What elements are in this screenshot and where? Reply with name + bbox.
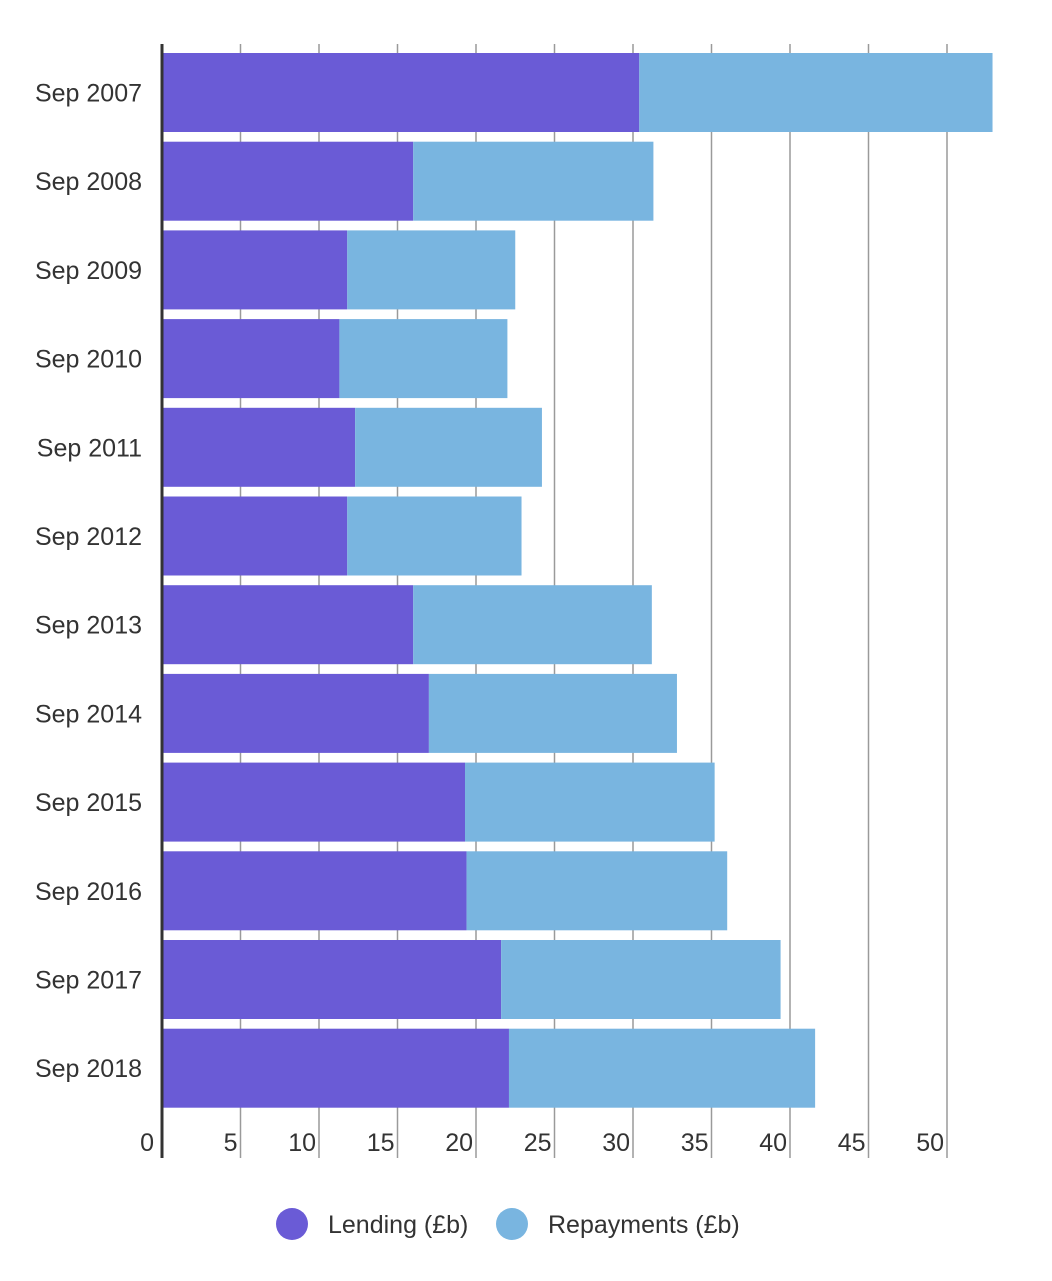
bar-repayments-sep-2014 — [428, 673, 677, 753]
category-labels: Sep 2007 Sep 2008 Sep 2009 Sep 2010 Sep 2011… — [35, 80, 142, 1084]
bar-repayments-sep-2007 — [639, 53, 993, 132]
category-label: Sep 2016 — [35, 878, 142, 906]
bar-lending-sep-2014 — [162, 673, 429, 753]
category-label: Sep 2008 — [35, 168, 142, 196]
bar-repayments-sep-2018 — [508, 1028, 816, 1108]
legend-label-repayments: Repayments (£b) — [548, 1211, 740, 1239]
bar-repayments-sep-2016 — [466, 851, 728, 931]
legend: Lending (£b) Repayments (£b) — [276, 1208, 740, 1240]
bar-lending-sep-2010 — [162, 319, 340, 399]
x-tick-label: 20 — [445, 1129, 473, 1157]
bar-lending-sep-2012 — [162, 496, 348, 576]
x-tick-label: 10 — [288, 1129, 316, 1157]
category-label: Sep 2007 — [35, 80, 142, 108]
bar-lending-sep-2013 — [162, 585, 414, 665]
bar-repayments-sep-2017 — [501, 940, 781, 1019]
bar-lending-sep-2007 — [162, 53, 640, 132]
x-tick-label: 30 — [602, 1129, 630, 1157]
legend-label-lending: Lending (£b) — [328, 1211, 468, 1239]
x-tick-label: 40 — [759, 1129, 787, 1157]
bar-repayments-sep-2009 — [347, 230, 516, 310]
bars — [162, 53, 993, 1108]
bar-repayments-sep-2010 — [339, 319, 508, 399]
x-tick-label: 5 — [224, 1129, 238, 1157]
x-tick-label: 25 — [524, 1129, 552, 1157]
legend-swatch-lending — [276, 1208, 308, 1240]
x-tick-label: 45 — [838, 1129, 866, 1157]
bar-lending-sep-2009 — [162, 230, 348, 310]
bar-repayments-sep-2011 — [355, 407, 542, 487]
bar-repayments-sep-2008 — [413, 141, 654, 221]
bar-repayments-sep-2012 — [347, 496, 522, 576]
legend-swatch-repayments — [496, 1208, 528, 1240]
bar-repayments-sep-2013 — [413, 585, 652, 665]
bar-lending-sep-2018 — [162, 1028, 509, 1108]
category-label: Sep 2012 — [35, 523, 142, 551]
category-label: Sep 2013 — [35, 612, 142, 640]
x-tick-label: 50 — [916, 1129, 944, 1157]
bar-lending-sep-2008 — [162, 141, 414, 221]
bar-lending-sep-2011 — [162, 407, 356, 487]
category-label: Sep 2015 — [35, 789, 142, 817]
category-label: Sep 2018 — [35, 1055, 142, 1083]
bar-lending-sep-2017 — [162, 940, 502, 1019]
x-tick-labels: 0 5 10 15 20 25 30 35 40 45 50 — [140, 1129, 944, 1157]
category-label: Sep 2009 — [35, 257, 142, 285]
bar-lending-sep-2015 — [162, 762, 466, 842]
bar-lending-sep-2016 — [162, 851, 467, 931]
category-label: Sep 2010 — [35, 346, 142, 374]
category-label: Sep 2011 — [37, 434, 142, 462]
category-label: Sep 2014 — [35, 700, 142, 728]
bar-repayments-sep-2015 — [465, 762, 715, 842]
category-label: Sep 2017 — [35, 967, 142, 995]
x-tick-label: 0 — [140, 1129, 154, 1157]
x-tick-label: 35 — [681, 1129, 709, 1157]
x-tick-label: 15 — [367, 1129, 395, 1157]
